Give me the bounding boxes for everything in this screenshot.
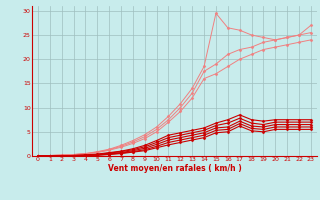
X-axis label: Vent moyen/en rafales ( km/h ): Vent moyen/en rafales ( km/h ) (108, 164, 241, 173)
